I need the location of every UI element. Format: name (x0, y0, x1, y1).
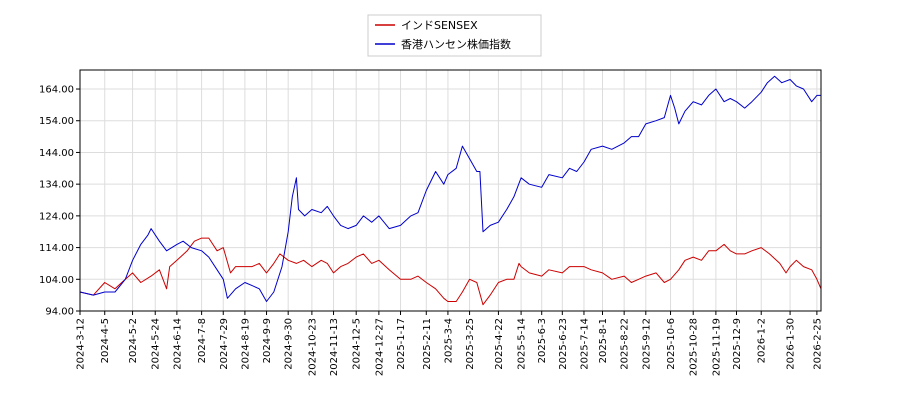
x-tick-label: 2025-1-17 (396, 318, 407, 370)
legend: インドSENSEX 香港ハンセン株価指数 (367, 14, 542, 57)
x-tick-label: 2025-10-6 (666, 318, 677, 370)
y-tick-label: 154.00 (39, 116, 74, 127)
x-tick-label: 2024-11-13 (329, 318, 340, 376)
y-tick-label: 104.00 (39, 275, 74, 286)
x-tick-label: 2024-5-2 (128, 318, 139, 363)
x-tick-label: 2025-11-19 (711, 318, 722, 376)
x-tick-label: 2025-5-14 (517, 318, 528, 370)
x-tick-label: 2024-12-5 (352, 318, 363, 370)
x-tick-label: 2026-1-30 (786, 318, 797, 370)
grid (79, 70, 821, 312)
x-tick-label: 2025-4-22 (494, 318, 505, 370)
x-tick-label: 2025-2-11 (422, 318, 433, 370)
x-tick-label: 2025-8-22 (620, 318, 631, 370)
legend-label-series-0: インドSENSEX (401, 19, 478, 32)
x-tick-label: 2025-3-25 (465, 318, 476, 370)
x-tick-label: 2024-5-24 (151, 318, 162, 370)
x-tick-label: 2025-9-12 (641, 318, 652, 370)
x-tick-label: 2024-9-30 (284, 318, 295, 370)
x-tick-label: 2025-7-14 (579, 318, 590, 370)
plot-area (79, 69, 822, 312)
x-tick-label: 2024-3-12 (76, 318, 87, 370)
x-tick-label: 2024-7-29 (219, 318, 230, 370)
x-tick-label: 2026-1-2 (757, 318, 768, 363)
x-tick-label: 2024-10-23 (307, 318, 318, 376)
series-lines (79, 75, 822, 306)
x-tick-label: 2024-4-5 (100, 318, 111, 363)
x-tick-label: 2025-3-4 (443, 318, 454, 363)
y-tick-label: 124.00 (39, 211, 74, 222)
x-tick-label: 2025-6-23 (558, 318, 569, 370)
x-tick-label: 2025-8-1 (598, 318, 609, 363)
x-tick-label: 2024-9-9 (262, 318, 273, 363)
y-tick-label: 144.00 (39, 148, 74, 159)
series-line-1 (79, 75, 821, 302)
x-tick-label: 2024-7-8 (197, 318, 208, 363)
x-tick-label: 2024-12-27 (374, 318, 385, 376)
y-tick-label: 114.00 (39, 243, 74, 254)
x-tick-label: 2024-8-19 (240, 318, 251, 370)
y-tick-label: 94.00 (45, 307, 74, 318)
series-line-0 (79, 237, 822, 306)
x-tick-label: 2025-6-3 (537, 318, 548, 363)
x-tick-label: 2026-2-25 (812, 318, 823, 370)
y-tick-label: 134.00 (39, 180, 74, 191)
legend-label-series-1: 香港ハンセン株価指数 (401, 37, 511, 51)
legend-box (367, 14, 542, 57)
x-tick-label: 2025-12-9 (732, 318, 743, 370)
x-axis-ticks: 2024-3-12 2024-4-5 2024-5-2 2024-5-24 2024-6… (76, 311, 823, 376)
y-axis-ticks: 94.00 104.00 114.00 124.00 134.00 144.00 154.0… (39, 85, 80, 318)
x-tick-label: 2024-6-14 (172, 318, 183, 370)
y-tick-label: 164.00 (39, 85, 74, 96)
x-tick-label: 2025-10-28 (689, 318, 700, 376)
